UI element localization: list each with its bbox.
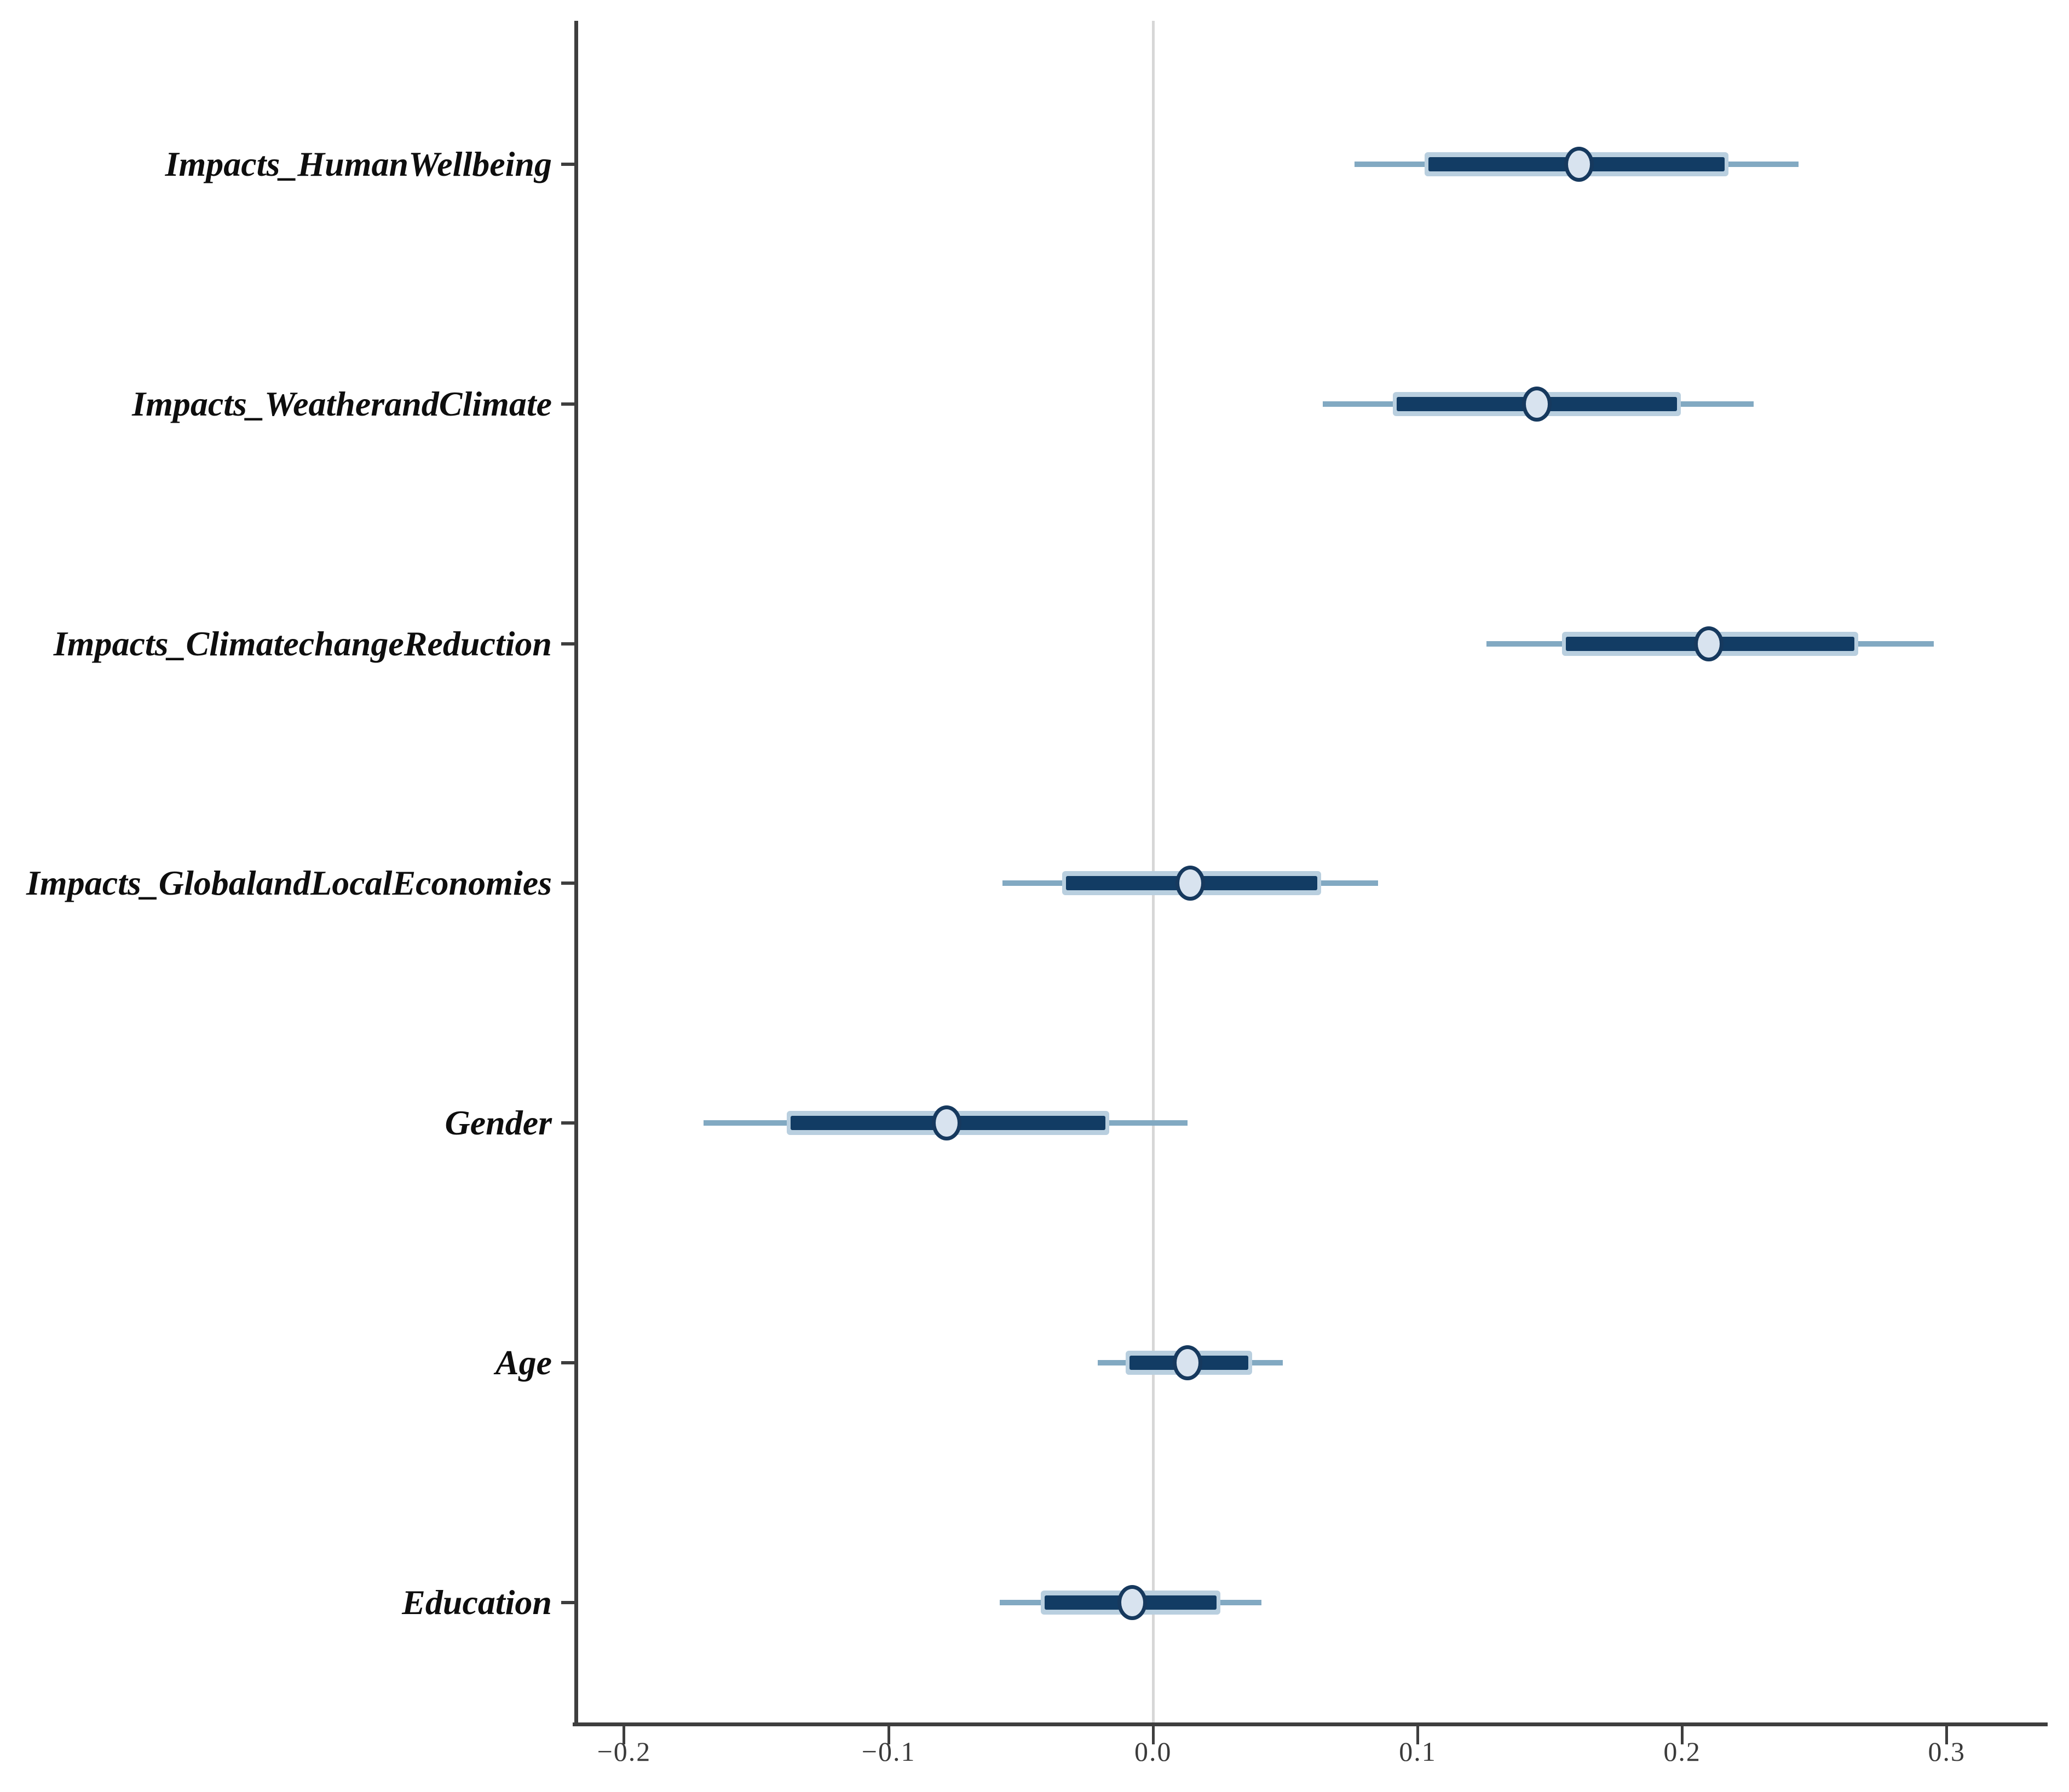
y-axis-label: Education [402,1582,552,1622]
y-axis-label: Impacts_WeatherandClimate [132,384,552,423]
estimate-point-marker [1693,626,1724,661]
x-axis-tick [1681,1726,1684,1744]
x-axis-tick-label: 0.3 [1928,1736,1966,1767]
x-axis-tick [623,1726,626,1744]
x-axis-tick-label: 0.0 [1134,1736,1172,1767]
y-axis-tick [561,881,577,885]
x-axis-tick [887,1726,890,1744]
y-axis-label: Gender [445,1103,552,1143]
y-axis-label: Age [495,1343,552,1382]
x-axis-tick-label: 0.1 [1399,1736,1437,1767]
y-axis-label: Impacts_HumanWellbeing [165,145,552,183]
estimate-point-marker [932,1105,962,1141]
x-axis-tick [1151,1726,1155,1744]
estimate-point-marker [1522,386,1552,422]
estimate-point-marker [1564,147,1594,182]
y-axis-tick [561,163,577,166]
y-axis-tick [561,402,577,406]
x-axis-tick-label: −0.1 [861,1736,916,1767]
x-axis-line [573,1722,2048,1726]
y-axis-tick [561,1121,577,1125]
y-axis-tick [561,1600,577,1604]
x-axis-tick [1945,1726,1949,1744]
x-axis-tick-label: −0.2 [597,1736,652,1767]
y-axis-tick [561,1361,577,1364]
y-axis-line [574,21,578,1726]
estimate-point-marker [1117,1584,1147,1620]
y-axis-tick [561,642,577,646]
estimate-point-marker [1175,866,1205,901]
x-axis-tick [1416,1726,1419,1744]
y-axis-label: Impacts_GlobalandLocalEconomies [26,863,552,903]
y-axis-label: Impacts_ClimatechangeReduction [53,624,552,663]
estimate-point-marker [1173,1345,1203,1380]
x-axis-tick-label: 0.2 [1663,1736,1701,1767]
